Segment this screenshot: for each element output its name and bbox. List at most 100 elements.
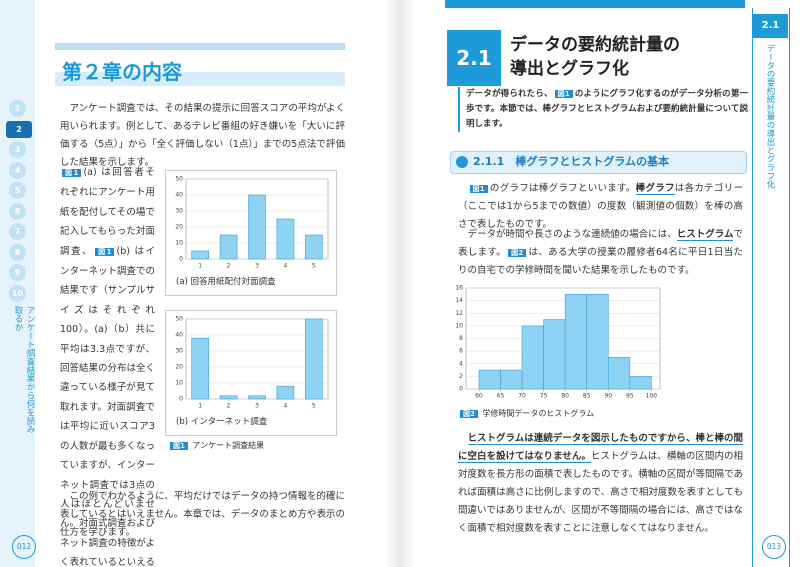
nav-item[interactable]: 3: [9, 141, 26, 158]
chart-caption: (a) 回答用紙配付対面調査: [176, 277, 276, 287]
bar: [191, 337, 210, 400]
text: は、ある大学の授業の履修者64名に平日1日当たりの自宅での学修時間を聞いた結果を…: [458, 247, 743, 276]
paragraph: 図1 のグラフは棒グラフといいます。棒グラフは各カテゴリー（ここでは1から5までの…: [458, 180, 743, 234]
paragraph: データが時間や長さのような連続値の場合には、ヒストグラムで表します。 図2 は、ある…: [458, 226, 743, 280]
term: ヒストグラム: [676, 229, 734, 241]
y-tick-label: 10: [455, 322, 463, 329]
x-tick-label: 65: [497, 393, 505, 400]
title-band: [55, 72, 345, 86]
y-tick-label: 40: [175, 332, 183, 339]
histogram-bar: [478, 369, 501, 390]
figure-ref: 図1: [95, 247, 115, 256]
nav-item[interactable]: 9: [9, 264, 26, 281]
histogram-bar: [586, 294, 609, 390]
x-tick-label: 1: [198, 263, 202, 270]
bar-chart: 0 10 20 30 40 50 1 2 3 4 5: [175, 176, 329, 270]
text: 学修時間データのヒストグラム: [482, 409, 595, 418]
x-tick-label: 3: [255, 403, 259, 410]
gutter: [385, 0, 415, 567]
page-number: 013: [762, 535, 786, 559]
nav-item[interactable]: 2: [6, 120, 32, 138]
x-tick-label: 2: [227, 403, 231, 410]
title-line: 導出とグラフ化: [510, 59, 629, 79]
x-tick-label: 2: [227, 263, 231, 270]
figure-label: 図2: [460, 410, 478, 418]
x-tick-label: 90: [604, 393, 612, 400]
histogram-bar: [521, 325, 544, 390]
top-bar: [55, 43, 345, 50]
chart-caption: (b) インターネット調査: [176, 417, 268, 427]
histogram: 0 2 4 6 8 10 12 14 16 60 65 70 75 80 85 90 95 100: [455, 285, 661, 400]
x-tick-label: 60: [475, 393, 483, 400]
y-tick-label: 16: [455, 285, 463, 292]
side-strip: [752, 8, 790, 567]
text: (a) は回答者それぞれにアンケート用紙を配付してその場で記入してもらった対面調…: [60, 167, 155, 257]
top-bar: [445, 0, 745, 8]
nav-item[interactable]: 10: [9, 284, 26, 302]
term: 棒グラフ: [635, 183, 675, 195]
section-title: データの要約統計量の 導出とグラフ化: [510, 33, 680, 81]
x-tick-label: 4: [283, 263, 287, 270]
histogram-bar: [543, 319, 566, 390]
side-caption: データの要約統計量の導出とグラフ化: [765, 44, 775, 189]
x-tick-label: 5: [312, 263, 316, 270]
nav-item[interactable]: 5: [9, 182, 26, 199]
figure-caption: 図1 アンケート調査結果: [168, 440, 264, 451]
nav-item[interactable]: 8: [9, 243, 26, 261]
subsection-title: 2.1.1 棒グラフとヒストグラムの基本: [473, 155, 669, 168]
y-tick-label: 6: [459, 348, 463, 355]
bar: [248, 194, 266, 260]
x-tick-label: 75: [540, 393, 548, 400]
histogram-bar: [564, 294, 588, 390]
y-tick-label: 10: [175, 240, 183, 247]
x-tick-label: 5: [312, 403, 316, 410]
bar: [191, 250, 210, 260]
figure-panel: 0 10 20 30 40 50 1 2 3 4 5 (a) 回答用紙配付対面調査: [165, 170, 337, 296]
figure-label: 図1: [170, 442, 188, 450]
y-tick-label: 10: [175, 380, 183, 387]
text: データが得られたら、: [466, 89, 553, 99]
text: のようにグラフ化するのがデータ分析の第一歩です。本節では、棒グラフとヒストグラム…: [466, 89, 748, 129]
side-tab: 2.1: [753, 14, 788, 38]
nav-item[interactable]: 7: [9, 223, 26, 240]
figure-ref: 図1: [554, 90, 573, 98]
nav-item[interactable]: 1: [9, 100, 26, 117]
bar: [304, 234, 323, 260]
paragraph: ヒストグラムは連続データを図示したものですから、棒と棒の間に空白を設けてはなりま…: [458, 430, 743, 538]
subsection-band: [450, 151, 747, 174]
histogram-bar: [607, 357, 631, 390]
y-tick-label: 50: [175, 176, 183, 183]
y-tick-label: 40: [175, 192, 183, 199]
figure-ref: 図2: [508, 249, 527, 257]
text: データが時間や長さのような連続値の場合には、: [467, 229, 677, 240]
x-tick-label: 1: [198, 403, 202, 410]
paragraph: アンケート調査では、その結果の提示に回答スコアの平均がよく用いられます。例として…: [60, 103, 345, 168]
nav-item[interactable]: 4: [9, 161, 26, 179]
y-tick-label: 12: [455, 310, 463, 317]
nav-item[interactable]: 6: [9, 202, 26, 220]
figure-caption: 図2 学修時間データのヒストグラム: [458, 408, 594, 419]
histogram-bar: [500, 369, 523, 390]
figure-ref: 図1: [469, 185, 488, 193]
bar: [276, 218, 295, 260]
intro: データが得られたら、 図1 のようにグラフ化するのがデータ分析の第一歩です。本節では…: [458, 87, 748, 132]
nav-caption: アンケート調査結果から何を読み取るか: [13, 306, 35, 434]
x-tick-label: 80: [561, 393, 569, 400]
y-tick-label: 20: [175, 224, 183, 231]
x-tick-label: 70: [518, 393, 526, 400]
y-tick-label: 0: [179, 256, 183, 263]
text: (b) はインターネット調査での結果です（サンプルサイズはそれぞれ100）。(a…: [60, 245, 156, 567]
y-tick-label: 8: [459, 335, 463, 342]
text: のグラフは棒グラフといいます。: [489, 183, 636, 194]
bar: [276, 385, 295, 400]
x-tick-label: 4: [283, 403, 287, 410]
y-tick-label: 0: [459, 386, 463, 393]
bar: [219, 234, 238, 260]
text: ヒストグラムは、横軸の区間内の相対度数を長方形の面積で表したものです。横軸の区間…: [458, 451, 743, 534]
text: アンケート調査結果: [192, 441, 265, 450]
chapter-title: 第２章の内容: [62, 60, 182, 84]
x-tick-label: 95: [626, 393, 634, 400]
section-number: 2.1: [447, 30, 501, 86]
subsection-icon: [456, 156, 468, 168]
